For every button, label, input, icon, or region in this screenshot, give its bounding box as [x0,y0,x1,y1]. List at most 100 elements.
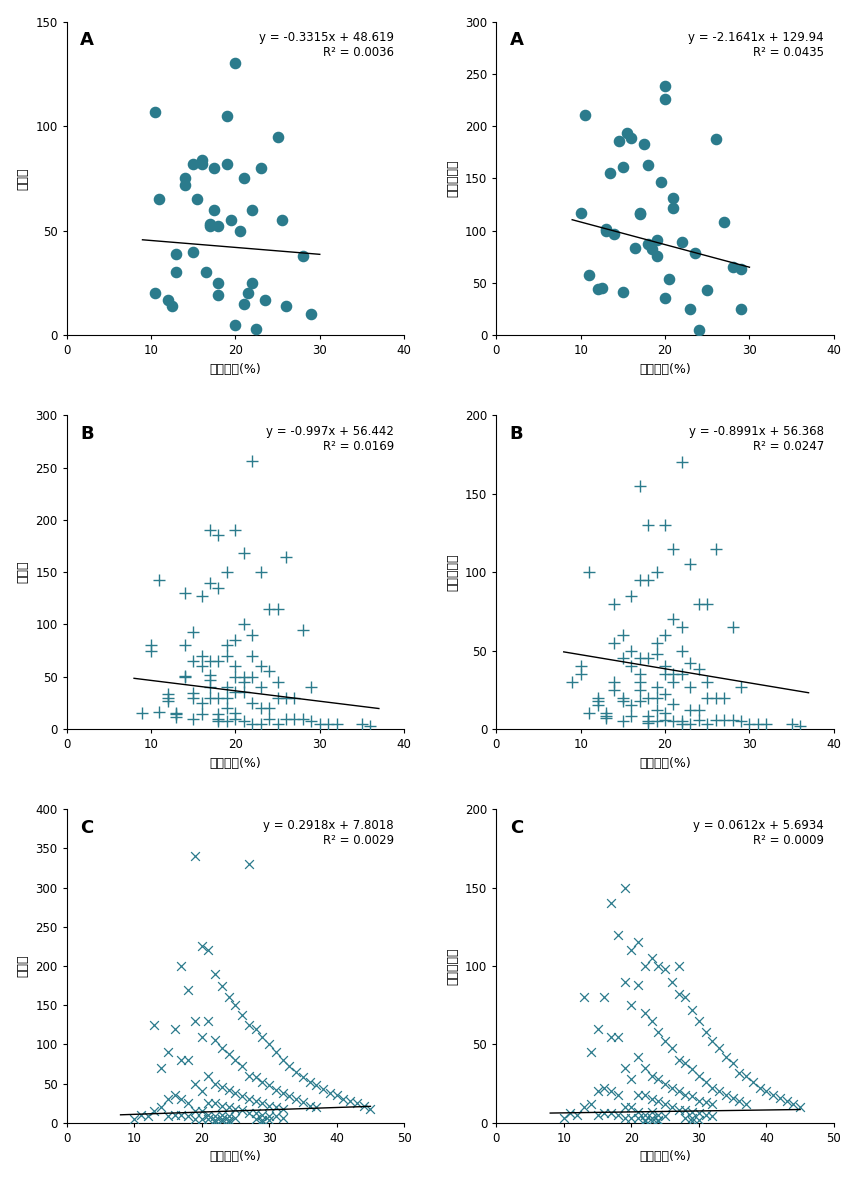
Point [245,452,259,471]
Point [629,240,643,258]
Point [181,1050,195,1069]
Point [759,1082,773,1101]
Point [688,243,702,262]
Point [305,712,318,730]
Point [220,688,233,707]
Point [618,972,631,991]
Point [296,1068,310,1087]
Point [658,710,672,729]
Point [263,1035,276,1054]
Point [305,677,318,696]
Point [224,211,238,230]
Point [651,1106,665,1125]
Point [650,712,663,730]
Point [679,988,692,1007]
Point [665,1038,679,1057]
Point [212,578,226,597]
Point [773,1088,787,1107]
Point [215,1109,229,1128]
Point [597,1079,611,1097]
Point [565,673,579,691]
Point [611,1106,625,1125]
Point [237,544,251,563]
Point [343,1092,357,1110]
Point [675,232,689,251]
Point [650,688,663,707]
Point [633,571,647,590]
Point [202,940,215,959]
Y-axis label: 발생수: 발생수 [16,955,30,977]
Point [203,217,217,236]
Point [641,707,655,726]
Point [679,1108,692,1127]
Point [202,1109,215,1128]
Point [641,235,655,254]
Point [644,1112,658,1130]
Point [686,1087,699,1106]
Point [296,621,310,640]
Point [215,1079,229,1097]
Point [650,563,663,582]
Point [603,164,617,183]
Point [245,625,259,644]
Point [202,1067,215,1086]
Point [256,1110,269,1129]
Point [705,1107,719,1126]
Point [625,657,638,676]
Point [625,129,638,148]
Point [242,1090,256,1109]
Point [658,288,672,307]
Point [221,1044,235,1063]
Point [717,688,731,707]
Point [329,1086,343,1104]
Point [188,847,202,866]
Point [633,477,647,496]
Point [672,985,686,1004]
Point [717,710,731,729]
Point [287,709,301,728]
Point [245,714,259,733]
Point [195,937,208,956]
Point [641,713,655,732]
Point [357,1096,371,1115]
Point [203,215,217,234]
Point [746,1073,759,1092]
Point [583,563,596,582]
Point [571,1106,584,1125]
Point [712,1038,726,1057]
Point [296,1093,310,1112]
Point [637,1086,651,1104]
Point [208,1107,222,1126]
Point [249,1109,263,1128]
Point [698,1093,712,1112]
Point [212,274,226,293]
Point [667,189,680,208]
Y-axis label: 평균발생률: 평균발생률 [446,159,459,197]
Text: C: C [510,819,523,837]
Point [212,688,226,707]
Point [220,699,233,717]
Point [166,296,179,315]
Point [188,1102,202,1121]
Text: y = 0.0612x + 5.6934
R² = 0.0009: y = 0.0612x + 5.6934 R² = 0.0009 [693,819,824,847]
Point [675,641,689,660]
Point [245,694,259,713]
Point [667,198,680,217]
Point [254,677,268,696]
Point [637,1058,651,1077]
Point [607,634,621,653]
Point [658,77,672,96]
Point [631,1048,645,1067]
Point [766,1086,780,1104]
Point [672,1082,686,1101]
Point [641,571,655,590]
Point [658,516,672,535]
Point [692,1110,705,1129]
Point [611,1086,625,1104]
Point [178,636,191,655]
Y-axis label: 평균발생률: 평균발생률 [446,553,459,591]
Point [282,1057,296,1076]
Point [167,1106,181,1125]
Point [208,158,221,177]
Point [269,1107,283,1126]
